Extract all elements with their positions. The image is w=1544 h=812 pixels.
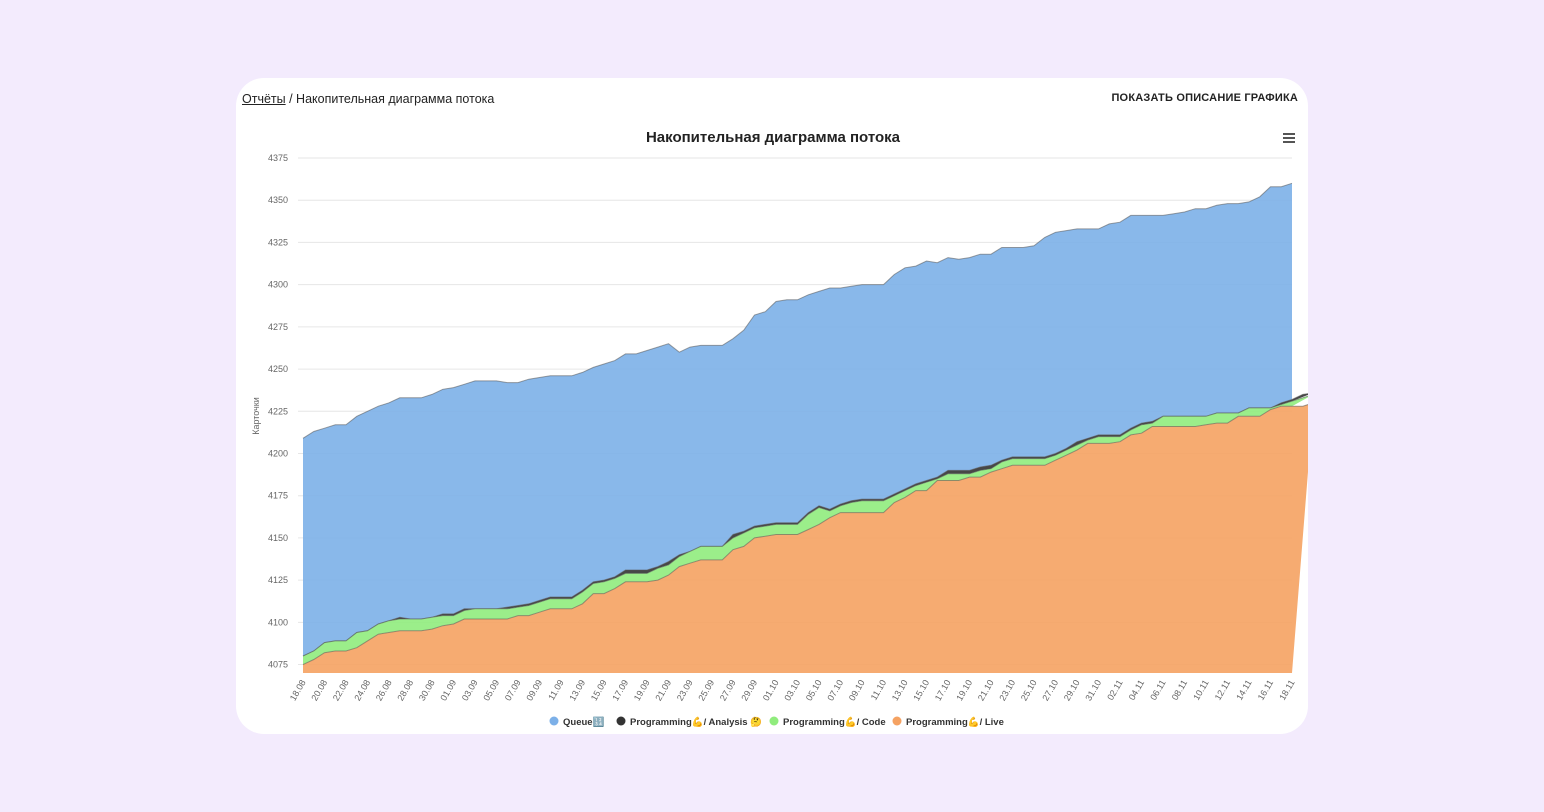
x-tick-label: 17.09: [610, 678, 630, 703]
x-tick-label: 13.10: [890, 678, 910, 703]
x-tick-label: 04.11: [1127, 678, 1147, 702]
legend-item-3[interactable]: Programming💪/ Live: [892, 716, 1004, 728]
y-tick-label: 4150: [268, 533, 288, 543]
x-tick-label: 08.11: [1170, 678, 1190, 702]
legend-marker: [769, 716, 779, 726]
breadcrumb-current: Накопительная диаграмма потока: [296, 92, 495, 106]
legend-marker: [549, 716, 559, 726]
x-tick-label: 16.11: [1256, 678, 1276, 702]
y-tick-label: 4200: [268, 448, 288, 458]
legend-item-1[interactable]: Programming💪/ Analysis 🤔: [616, 716, 763, 728]
x-tick-label: 15.10: [911, 678, 931, 703]
y-tick-label: 4100: [268, 617, 288, 627]
x-tick-label: 20.08: [309, 678, 329, 703]
legend-item-0[interactable]: Queue🔢: [549, 716, 605, 728]
x-tick-label: 11.10: [869, 678, 889, 702]
legend-item-2[interactable]: Programming💪/ Code: [769, 716, 886, 728]
x-tick-label: 13.09: [567, 678, 587, 703]
y-tick-label: 4350: [268, 195, 288, 205]
x-tick-label: 10.11: [1191, 678, 1211, 702]
legend-marker: [616, 716, 626, 726]
x-tick-label: 28.08: [395, 678, 415, 703]
breadcrumb-separator: /: [285, 92, 297, 106]
x-tick-label: 24.08: [352, 678, 372, 703]
x-tick-label: 31.10: [1083, 678, 1103, 703]
x-tick-label: 02.11: [1105, 678, 1125, 702]
x-tick-label: 09.09: [524, 678, 544, 703]
legend-label: Programming💪/ Live: [906, 716, 1004, 728]
x-tick-label: 27.10: [1040, 678, 1060, 703]
hamburger-menu-icon[interactable]: [1281, 130, 1297, 146]
y-tick-label: 4125: [268, 575, 288, 585]
y-axis-ticks: 4075 4100 4125 4150 4175 4200 4225 4250 4275 4300…: [268, 153, 288, 670]
x-tick-label: 03.10: [782, 678, 802, 703]
x-tick-label: 23.09: [675, 678, 695, 703]
cumulative-flow-chart: Накопительная диаграмма потока 407541004…: [251, 129, 1308, 728]
series-line-1: [302, 393, 1308, 657]
y-tick-label: 4275: [268, 322, 288, 332]
x-axis-ticks: 18.08 20.08 22.08 24.08 26.08 28.08 30.08 01.09…: [288, 678, 1297, 703]
x-tick-label: 21.09: [653, 678, 673, 703]
x-tick-label: 19.10: [954, 678, 974, 703]
x-tick-label: 25.10: [1019, 678, 1039, 703]
x-tick-label: 05.09: [481, 678, 501, 703]
series-area-3[interactable]: [303, 403, 1308, 673]
series-line-3: [302, 404, 1308, 666]
series-line-0: [302, 182, 1293, 439]
show-chart-description-button[interactable]: ПОКАЗАТЬ ОПИСАНИЕ ГРАФИКА: [1111, 92, 1298, 104]
x-tick-label: 11.09: [546, 678, 566, 702]
x-tick-label: 01.10: [761, 678, 781, 703]
x-tick-label: 05.10: [804, 678, 824, 703]
x-tick-label: 25.09: [696, 678, 716, 703]
x-tick-label: 01.09: [438, 678, 458, 703]
x-tick-label: 12.11: [1213, 678, 1233, 702]
x-tick-label: 30.08: [417, 678, 437, 703]
x-tick-label: 22.08: [331, 678, 351, 703]
legend-label: Programming💪/ Analysis 🤔: [630, 716, 762, 728]
y-tick-label: 4075: [268, 660, 288, 670]
x-tick-label: 17.10: [933, 678, 953, 703]
x-tick-label: 15.09: [589, 678, 609, 703]
y-tick-label: 4375: [268, 153, 288, 163]
series-area-0[interactable]: [303, 183, 1292, 657]
series-line-2: [302, 395, 1308, 657]
x-tick-label: 14.11: [1234, 678, 1254, 702]
x-tick-label: 06.11: [1148, 678, 1168, 702]
x-tick-label: 03.09: [460, 678, 480, 703]
y-axis-label: Карточки: [251, 397, 261, 435]
y-tick-label: 4250: [268, 364, 288, 374]
x-tick-label: 26.08: [374, 678, 394, 703]
x-tick-label: 19.09: [632, 678, 652, 703]
y-tick-label: 4175: [268, 491, 288, 501]
x-tick-label: 29.10: [1062, 678, 1082, 703]
x-tick-label: 29.09: [739, 678, 759, 703]
chart-title: Накопительная диаграмма потока: [646, 129, 901, 146]
y-tick-label: 4325: [268, 237, 288, 247]
x-tick-label: 27.09: [718, 678, 738, 703]
x-tick-label: 07.10: [825, 678, 845, 703]
report-card: Отчёты / Накопительная диаграмма потока …: [236, 78, 1308, 734]
series-areas: [302, 182, 1308, 673]
x-tick-label: 18.11: [1277, 678, 1297, 702]
x-tick-label: 18.08: [288, 678, 308, 703]
legend-marker: [892, 716, 902, 726]
y-tick-label: 4300: [268, 280, 288, 290]
legend-label: Programming💪/ Code: [783, 716, 886, 728]
breadcrumb-link-reports[interactable]: Отчёты: [242, 92, 286, 106]
x-tick-label: 07.09: [503, 678, 523, 703]
x-tick-label: 09.10: [847, 678, 867, 703]
y-tick-label: 4225: [268, 406, 288, 416]
legend: Queue🔢 Programming💪/ Analysis 🤔 Programmin…: [549, 716, 1004, 728]
x-tick-label: 21.10: [976, 678, 996, 703]
breadcrumb: Отчёты / Накопительная диаграмма потока: [242, 92, 494, 106]
x-tick-label: 23.10: [997, 678, 1017, 703]
legend-label: Queue🔢: [563, 716, 605, 728]
